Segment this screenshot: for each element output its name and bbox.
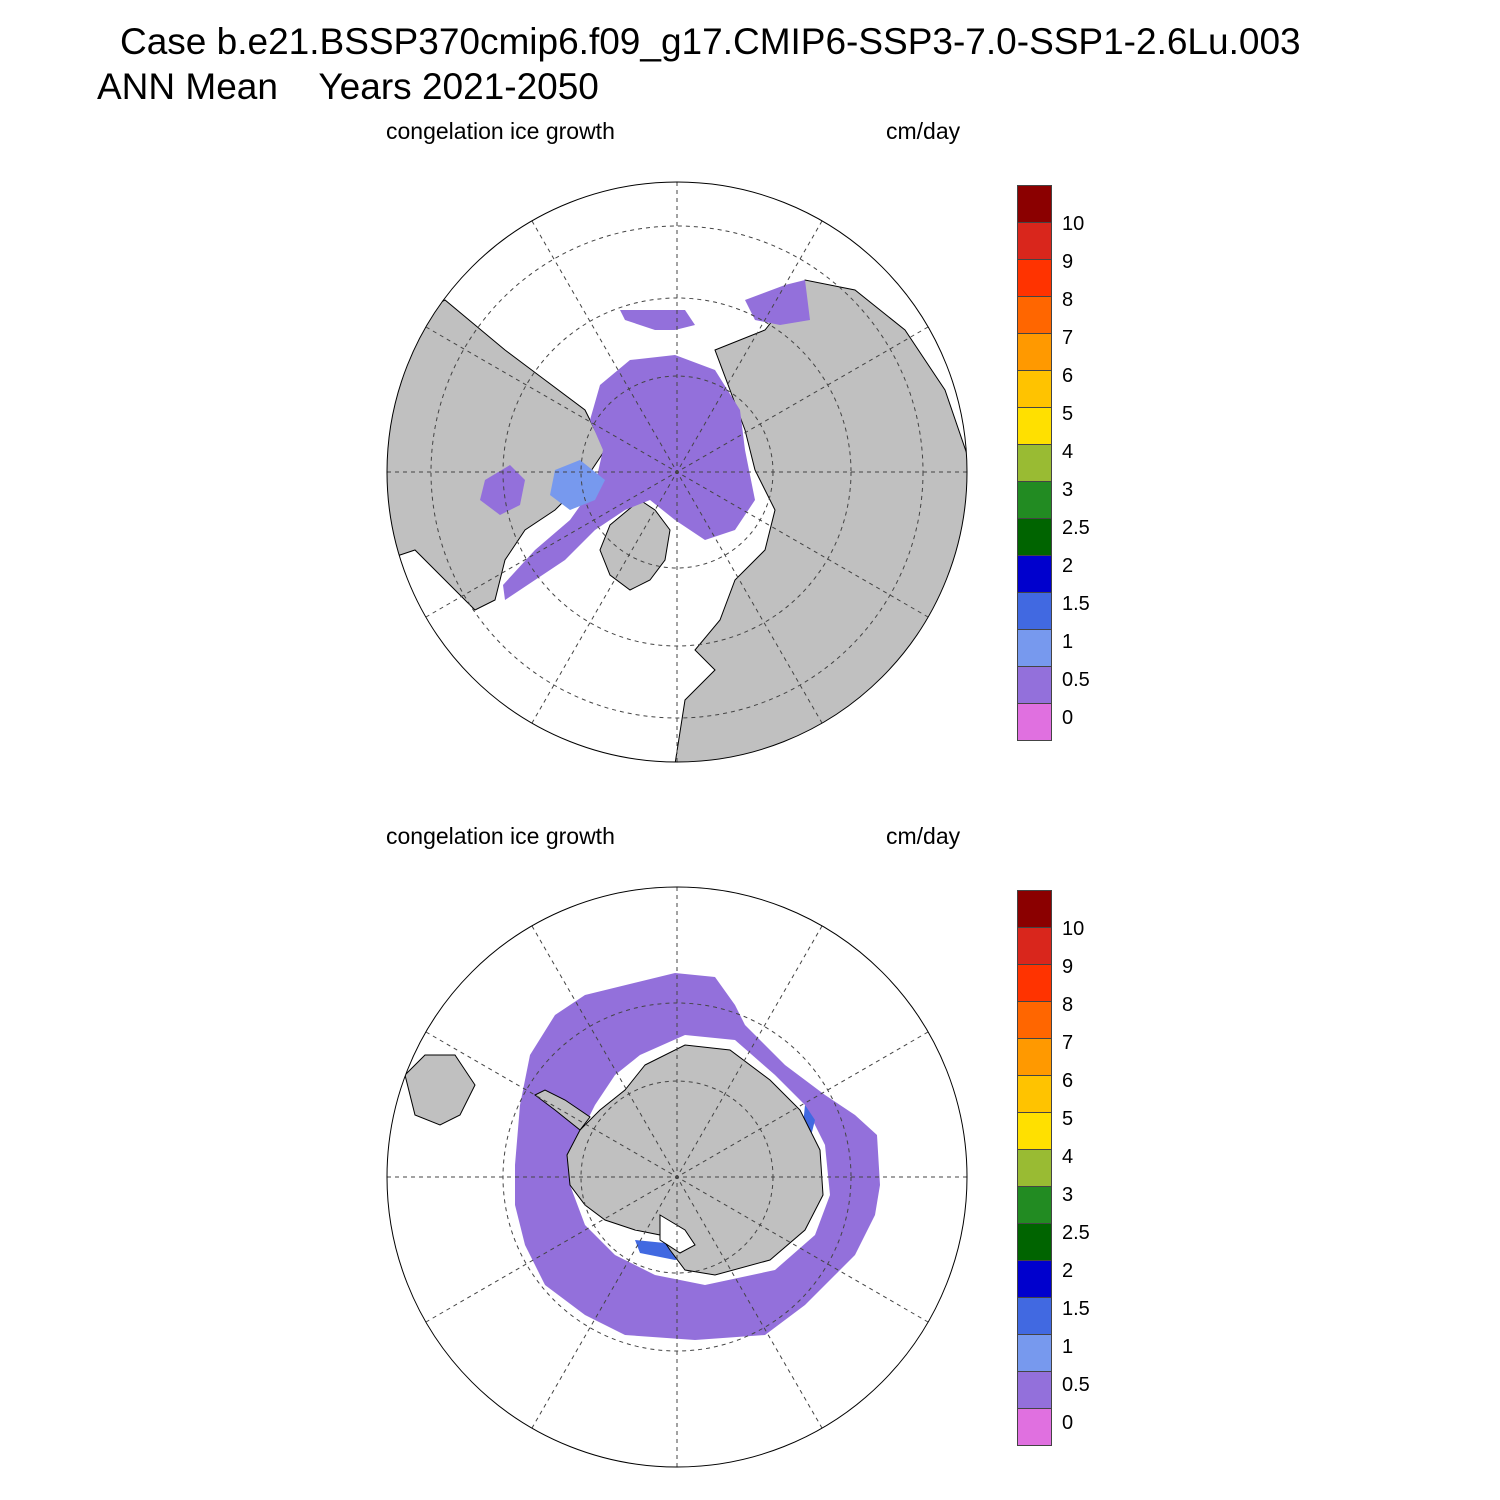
colorbar-box bbox=[1017, 407, 1052, 445]
panel-northern-hemisphere: congelation ice growth cm/day bbox=[0, 0, 1500, 763]
colorbar-box bbox=[1017, 1371, 1052, 1409]
colorbar-tick-label: 6 bbox=[1062, 365, 1074, 387]
colorbar-tick-label: 1.5 bbox=[1062, 593, 1090, 615]
colorbar bbox=[1017, 185, 1052, 741]
colorbar-box bbox=[1017, 592, 1052, 630]
colorbar-box bbox=[1017, 370, 1052, 408]
colorbar-tick-label: 1 bbox=[1062, 631, 1074, 653]
north-polar-map bbox=[386, 181, 968, 763]
colorbar-tick-label: 1.5 bbox=[1062, 1298, 1090, 1320]
variable-label: congelation ice growth bbox=[386, 118, 615, 144]
colorbar-box bbox=[1017, 1038, 1052, 1076]
colorbar-box bbox=[1017, 1112, 1052, 1150]
colorbar-box bbox=[1017, 333, 1052, 371]
colorbar-box bbox=[1017, 222, 1052, 260]
colorbar-box bbox=[1017, 927, 1052, 965]
colorbar-box bbox=[1017, 518, 1052, 556]
land-south-america bbox=[404, 1054, 476, 1126]
units-label: cm/day bbox=[886, 823, 961, 849]
colorbar-tick-label: 4 bbox=[1062, 1146, 1074, 1168]
colorbar-box bbox=[1017, 1075, 1052, 1113]
colorbar-box bbox=[1017, 1001, 1052, 1039]
land-antarctic-peninsula bbox=[534, 1089, 591, 1131]
land-antarctica bbox=[566, 1044, 824, 1276]
colorbar-box bbox=[1017, 481, 1052, 519]
colorbar-tick-label: 2.5 bbox=[1062, 1222, 1090, 1244]
colorbar-tick-label: 4 bbox=[1062, 441, 1074, 463]
units-label: cm/day bbox=[886, 118, 961, 144]
colorbar-box bbox=[1017, 890, 1052, 928]
colorbar-box bbox=[1017, 1149, 1052, 1187]
colorbar-tick-label: 6 bbox=[1062, 1070, 1074, 1092]
variable-label: congelation ice growth bbox=[386, 823, 615, 849]
colorbar-box bbox=[1017, 703, 1052, 741]
colorbar-tick-label: 3 bbox=[1062, 1184, 1074, 1206]
land-greenland bbox=[599, 499, 671, 591]
plot-title-case: Case b.e21.BSSP370cmip6.f09_g17.CMIP6-SS… bbox=[120, 21, 1301, 62]
colorbar-tick-label: 8 bbox=[1062, 994, 1074, 1016]
ice-arctic-ocean bbox=[503, 355, 755, 600]
plot-title-period: ANN Mean Years 2021-2050 bbox=[97, 66, 599, 107]
colorbar-tick-label: 5 bbox=[1062, 1108, 1074, 1130]
colorbar-box bbox=[1017, 185, 1052, 223]
land-eurasia bbox=[674, 279, 967, 762]
colorbar-tick-label: 0 bbox=[1062, 707, 1074, 729]
colorbar-tick-label: 9 bbox=[1062, 956, 1074, 978]
colorbar-box bbox=[1017, 1297, 1052, 1335]
colorbar-box bbox=[1017, 444, 1052, 482]
ice-okhotsk bbox=[745, 280, 810, 325]
colorbar-box bbox=[1017, 259, 1052, 297]
colorbar bbox=[1017, 890, 1052, 1446]
colorbar-box bbox=[1017, 629, 1052, 667]
colorbar-tick-label: 0.5 bbox=[1062, 669, 1090, 691]
colorbar-tick-label: 10 bbox=[1062, 213, 1085, 235]
colorbar-tick-label: 2.5 bbox=[1062, 517, 1090, 539]
colorbar-box bbox=[1017, 555, 1052, 593]
colorbar-tick-label: 5 bbox=[1062, 403, 1074, 425]
colorbar-box bbox=[1017, 1186, 1052, 1224]
colorbar-tick-label: 7 bbox=[1062, 327, 1074, 349]
colorbar-tick-label: 9 bbox=[1062, 251, 1074, 273]
ice-bering-sea bbox=[620, 310, 695, 330]
colorbar-tick-label: 0 bbox=[1062, 1412, 1074, 1434]
ice-hudson-bay bbox=[480, 465, 525, 515]
colorbar-tick-label: 0.5 bbox=[1062, 1374, 1090, 1396]
colorbar-box bbox=[1017, 1334, 1052, 1372]
colorbar-box bbox=[1017, 296, 1052, 334]
colorbar-tick-label: 7 bbox=[1062, 1032, 1074, 1054]
colorbar-tick-label: 3 bbox=[1062, 479, 1074, 501]
colorbar-tick-label: 2 bbox=[1062, 555, 1074, 577]
colorbar-box bbox=[1017, 1408, 1052, 1446]
colorbar-box bbox=[1017, 1223, 1052, 1261]
south-polar-map bbox=[386, 886, 968, 1468]
land-north-america bbox=[387, 299, 606, 611]
panel-southern-hemisphere: congelation ice growth cm/day bbox=[0, 705, 1500, 1468]
colorbar-box bbox=[1017, 1260, 1052, 1298]
colorbar-tick-label: 10 bbox=[1062, 918, 1085, 940]
colorbar-tick-label: 8 bbox=[1062, 289, 1074, 311]
colorbar-tick-label: 1 bbox=[1062, 1336, 1074, 1358]
colorbar-box bbox=[1017, 964, 1052, 1002]
colorbar-tick-label: 2 bbox=[1062, 1260, 1074, 1282]
colorbar-box bbox=[1017, 666, 1052, 704]
